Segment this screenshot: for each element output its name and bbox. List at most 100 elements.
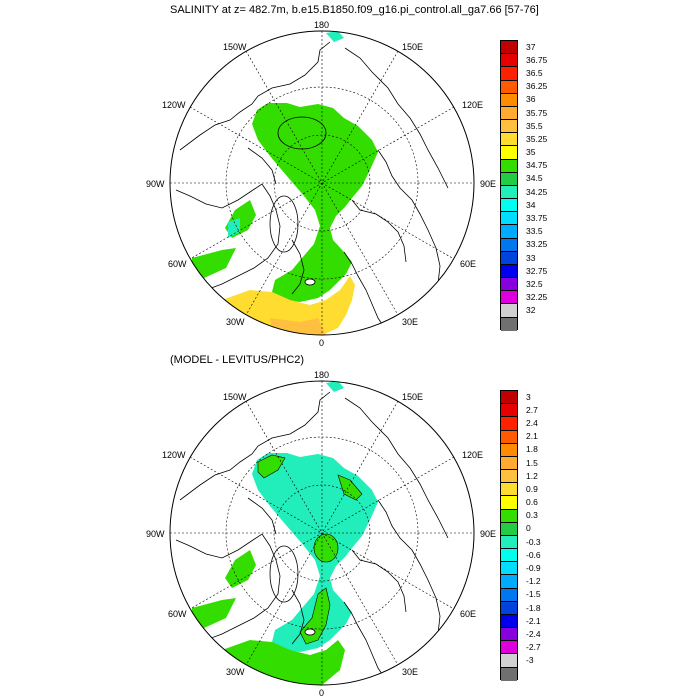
top-colorbar-label: 34.25 [526,186,548,197]
bottom-colorbar-label: 1.2 [526,470,538,481]
bottom-colorbar-swatch [501,496,517,510]
top-salinity-field-labrador [192,248,236,285]
bottom-colorbar-label: 0.6 [526,497,538,508]
bottom-colorbar-label: -1.2 [526,576,541,587]
top-polar-map [169,30,475,336]
top-colorbar-swatch [501,133,517,147]
bottom-lon-label-0: 0 [319,688,325,698]
top-colorbar-swatch [501,106,517,121]
bottom-colorbar-swatch [501,456,517,471]
bottom-anomaly-field-bering [326,381,344,392]
top-colorbar-swatch [501,304,517,318]
bottom-colorbar-label: -0.9 [526,562,541,573]
top-colorbar-swatch [501,93,517,107]
bottom-lon-label-120e: 120E [462,450,484,460]
top-colorbar-swatch [501,317,517,331]
top-lon-label-150e: 150E [402,42,424,52]
top-lon-label-180: 180 [314,20,330,30]
bottom-lon-label-150e: 150E [402,392,424,402]
bottom-lon-label-150w: 150W [223,392,247,402]
top-colorbar-swatch [501,159,517,173]
top-panel-title: SALINITY at z= 482.7m, b.e15.B1850.f09_g… [170,4,539,16]
bottom-anomaly-field-positive-3 [313,533,339,563]
bottom-coastlines [175,391,449,681]
bottom-lon-label-90w: 90W [146,529,165,539]
bottom-lon-label-30w: 30W [226,667,245,677]
bottom-anomaly-field-positive-2 [337,474,363,501]
top-colorbar-label: 33.5 [526,226,543,237]
bottom-anomaly-field-labrador [192,598,236,635]
top-colorbar-swatch [501,41,517,55]
bottom-colorbar-swatch [501,483,517,497]
top-colorbar-label: 36 [526,94,536,105]
bottom-colorbar-swatch [501,628,517,642]
bottom-colorbar-label: 1.5 [526,457,538,468]
top-map-frame [169,30,475,336]
bottom-lon-label-90e: 90E [480,529,497,539]
top-greenland-outline [269,195,299,253]
bottom-colorbar-swatch [501,654,517,668]
bottom-iceland-outline [304,628,316,636]
top-colorbar-swatch [501,251,517,265]
top-lon-label-90e: 90E [480,179,497,189]
top-colorbar-label: 32.5 [526,278,543,289]
top-colorbar-swatch [501,278,517,292]
bottom-colorbar-label: -2.7 [526,642,541,653]
top-lon-label-150w: 150W [223,42,247,52]
bottom-colorbar-swatch [501,575,517,589]
bottom-lon-label-180: 180 [314,370,330,380]
top-colorbar-swatch [501,225,517,239]
bottom-colorbar-label: -1.8 [526,602,541,613]
top-lon-label-0: 0 [319,338,325,348]
bottom-colorbar-swatch [501,470,517,484]
bottom-colorbar-label: -2.1 [526,615,541,626]
bottom-colorbar-swatch [501,404,517,418]
bottom-colorbar-label: 0.9 [526,483,538,494]
bottom-colorbar [500,390,518,681]
top-colorbar-label: 33.25 [526,239,548,250]
top-colorbar-label: 32.25 [526,292,548,303]
bottom-greenland-outline [269,545,299,603]
bottom-colorbar-swatch [501,549,517,563]
top-colorbar-label: 34.5 [526,173,543,184]
bottom-colorbar-swatch [501,614,517,629]
top-colorbar-swatch [501,67,517,81]
bottom-colorbar-label: 0.3 [526,510,538,521]
top-lon-label-30e: 30E [402,317,419,327]
top-colorbar-label: 37 [526,41,536,52]
top-colorbar-swatch [501,120,517,134]
bottom-lon-label-60w: 60W [168,609,187,619]
bottom-colorbar-swatch [501,391,517,405]
bottom-colorbar-label: -2.4 [526,628,541,639]
bottom-colorbar-swatch [501,562,517,576]
bottom-colorbar-label: -1.5 [526,589,541,600]
top-colorbar-swatch [501,212,517,226]
bottom-colorbar-label: -0.3 [526,536,541,547]
bottom-colorbar-swatch [501,588,517,602]
top-colorbar-swatch [501,172,517,186]
top-iceland-outline [304,278,316,286]
bottom-anomaly-field-positive-1 [257,454,286,479]
bottom-map-frame [169,380,475,686]
top-colorbar-label: 34 [526,199,536,210]
bottom-colorbar-swatch [501,443,517,457]
top-salinity-contour [277,116,327,150]
bottom-anomaly-field-baffin [225,550,256,588]
bottom-colorbar-swatch [501,601,517,615]
top-colorbar-label: 35 [526,147,536,158]
top-lon-label-120w: 120W [162,100,186,110]
bottom-colorbar-label: 0 [526,523,531,534]
bottom-colorbar-label: 1.8 [526,444,538,455]
top-colorbar-swatch [501,185,517,200]
bottom-panel-title: (MODEL - LEVITUS/PHC2) [170,354,305,366]
bottom-colorbar-label: 3 [526,391,531,402]
bottom-colorbar-label: -3 [526,655,534,666]
top-colorbar-label: 33.75 [526,212,548,223]
top-colorbar-label: 34.75 [526,160,548,171]
top-colorbar [500,40,518,331]
top-colorbar-label: 36.75 [526,54,548,65]
bottom-lon-label-60e: 60E [460,609,477,619]
top-salinity-field-arctic [252,103,378,302]
bottom-lon-label-30e: 30E [402,667,419,677]
